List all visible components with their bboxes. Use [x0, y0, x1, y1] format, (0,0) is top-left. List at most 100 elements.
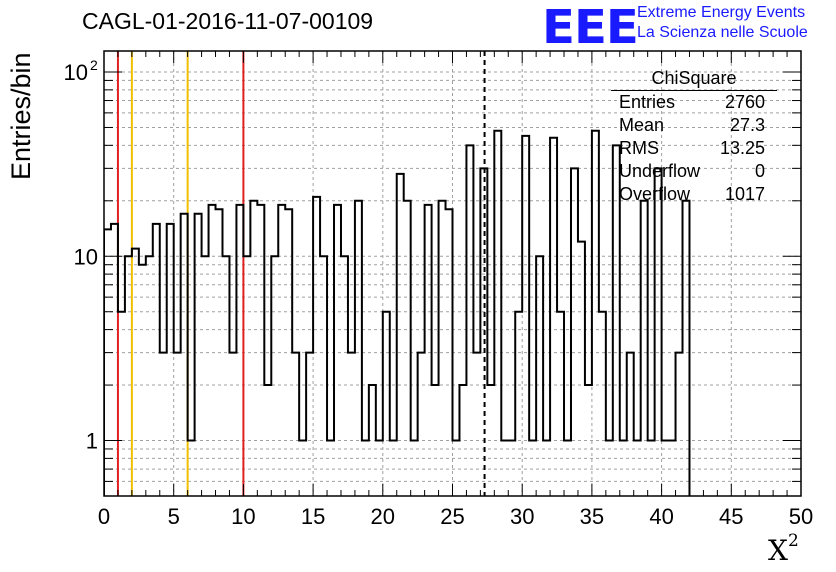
histogram-bin	[432, 385, 439, 496]
histogram-bin	[655, 168, 662, 496]
logo-line-2: La Scienza nelle Scuole	[637, 24, 808, 41]
histogram-bin	[222, 256, 229, 496]
histogram-bin	[362, 441, 369, 496]
stats-row-underflow: Underflow 0	[619, 161, 765, 181]
histogram-bin	[257, 205, 264, 496]
y-tick-label: 10	[64, 60, 88, 85]
histogram-outline	[104, 129, 691, 496]
x-tick-label: 40	[649, 504, 673, 529]
histogram-bin	[606, 441, 613, 496]
histogram-bin	[313, 197, 320, 496]
histogram-bin	[125, 256, 132, 496]
histogram-bin	[473, 353, 480, 496]
histogram-bin	[571, 168, 578, 496]
histogram-bin	[627, 353, 634, 496]
histogram-bin	[508, 441, 515, 496]
x-tick-label: 0	[98, 504, 110, 529]
histogram-bin	[648, 441, 655, 496]
histogram-bin	[662, 441, 669, 496]
histogram-bin	[446, 209, 453, 496]
stats-row-overflow: Overflow 1017	[619, 184, 765, 204]
x-tick-label: 45	[719, 504, 743, 529]
histogram-bin	[146, 256, 153, 496]
histogram-bin	[578, 242, 585, 496]
histogram-bin	[641, 201, 648, 496]
histogram-bin	[404, 201, 411, 496]
histogram-bin	[181, 214, 188, 496]
histogram-bin	[202, 256, 209, 496]
histogram-bin	[425, 205, 432, 496]
histogram-bin	[334, 205, 341, 496]
histogram-bin	[376, 441, 383, 496]
histogram-bin	[501, 441, 508, 496]
histogram-bin	[369, 385, 376, 496]
stats-box: ChiSquare Entries 2760 Mean 27.3 RMS 13.25 …	[611, 68, 777, 206]
stats-row-rms: RMS 13.25	[619, 138, 765, 158]
histogram-bin	[515, 312, 522, 496]
x-tick-label: 20	[371, 504, 395, 529]
histogram-bin	[592, 131, 599, 496]
histogram-bin	[264, 385, 271, 496]
histogram-bin	[243, 256, 250, 496]
y-tick-label: 10	[74, 244, 98, 269]
histogram-bin	[153, 224, 160, 496]
histogram-bin	[250, 201, 257, 496]
histogram-bin	[418, 353, 425, 496]
y-tick-label-exponent: 2	[90, 57, 98, 73]
x-tick-label: 10	[231, 504, 255, 529]
histogram-bin	[480, 168, 487, 496]
histogram-bin	[411, 441, 418, 496]
histogram-bin	[439, 201, 446, 496]
histogram-bin	[487, 385, 494, 496]
histogram-bin	[683, 201, 690, 496]
y-axis-label: Entries/bin	[6, 52, 36, 180]
histogram-bin	[306, 353, 313, 496]
histogram-bin	[557, 312, 564, 496]
histogram-bin	[285, 209, 292, 496]
histogram-bin	[188, 441, 195, 496]
histogram-bin	[466, 145, 473, 496]
histogram-bin	[550, 138, 557, 496]
histogram-bin	[383, 312, 390, 496]
histogram-bin	[132, 249, 139, 496]
eee-logo: EEE	[542, 0, 639, 54]
histogram-bin	[634, 441, 641, 496]
histogram-bin	[104, 229, 111, 496]
histogram-bin	[216, 209, 223, 496]
y-tick-label: 1	[86, 429, 98, 454]
x-axis-label: X2	[768, 530, 799, 567]
histogram-bin	[543, 441, 550, 496]
histogram-bin	[229, 353, 236, 496]
histogram-bin	[529, 441, 536, 496]
x-tick-label: 30	[510, 504, 534, 529]
histogram-bin	[676, 353, 683, 496]
x-tick-label: 25	[440, 504, 464, 529]
logo-line-1: Extreme Energy Events	[637, 4, 806, 21]
histogram-bin	[209, 205, 216, 496]
histogram-bin	[348, 353, 355, 496]
histogram-bin	[397, 174, 404, 496]
histogram-bin	[390, 441, 397, 496]
histogram-bin	[271, 256, 278, 496]
histogram-bin	[139, 265, 146, 496]
x-tick-label: 15	[301, 504, 325, 529]
histogram-bin	[195, 214, 202, 496]
stats-title: ChiSquare	[611, 68, 777, 91]
histogram-bin	[118, 312, 125, 496]
histogram-bin	[599, 312, 606, 496]
histogram-bin	[355, 201, 362, 496]
histogram	[104, 129, 691, 496]
histogram-bin	[620, 441, 627, 496]
histogram-bin	[522, 136, 529, 496]
x-tick-label: 50	[789, 504, 813, 529]
histogram-bin	[585, 385, 592, 496]
histogram-bin	[341, 256, 348, 496]
stats-row-mean: Mean 27.3	[619, 115, 765, 135]
histogram-bin	[320, 256, 327, 496]
histogram-bin	[174, 353, 181, 496]
histogram-bin	[536, 256, 543, 496]
histogram-bin	[564, 441, 571, 496]
histogram-bin	[299, 441, 306, 496]
histogram-bin	[494, 131, 501, 496]
stats-row-entries: Entries 2760	[619, 92, 765, 112]
